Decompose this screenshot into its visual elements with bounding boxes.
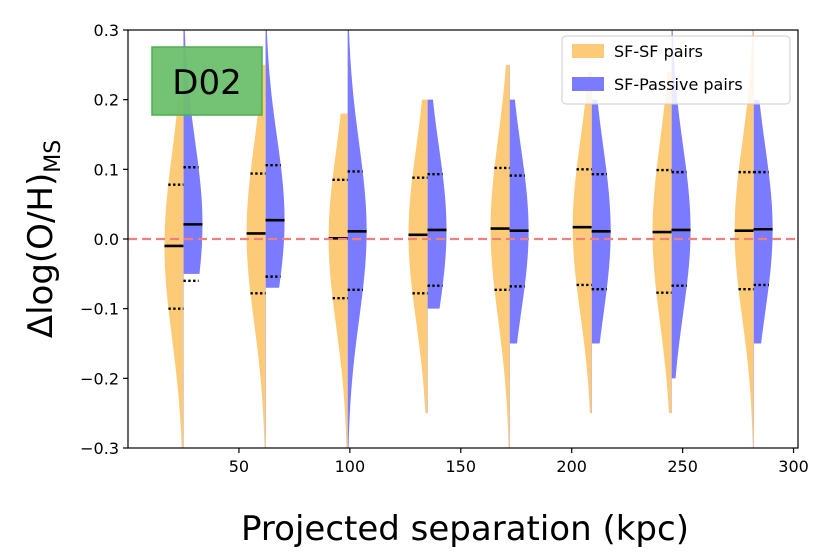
violin-sf-passive-4: [509, 99, 529, 344]
legend-label-sf-passive: SF-Passive pairs: [614, 75, 743, 94]
legend-swatch-sf-sf: [572, 44, 604, 58]
violin-sf-sf-6: [652, 71, 672, 414]
violin-sf-passive-3: [427, 99, 447, 309]
x-tick-label-250: 250: [667, 457, 698, 476]
y-axis-ticks: −0.3 −0.2 −0.1 0.0 0.1 0.2 0.3: [80, 21, 128, 458]
violin-sf-sf-2: [328, 113, 348, 448]
y-axis-title: Δlog(O/H)MS: [21, 140, 66, 338]
panel-label-box: [151, 46, 263, 116]
x-tick-label-50: 50: [229, 457, 249, 476]
panel-label: D02: [151, 46, 263, 116]
y-tick-label-4: 0.1: [94, 160, 119, 179]
y-tick-label-6: 0.3: [94, 21, 119, 40]
median-marks-layer: [164, 218, 773, 248]
x-tick-label-150: 150: [446, 457, 477, 476]
violin-sf-passive-6: [671, 30, 691, 379]
x-tick-label-200: 200: [556, 457, 587, 476]
violin-sf-sf-3: [408, 99, 428, 414]
violin-sf-passive-5: [591, 99, 611, 344]
y-tick-label-3: 0.0: [94, 230, 119, 249]
legend: SF-SF pairs SF-Passive pairs: [561, 35, 791, 105]
svg-text:Δlog(O/H)MS: Δlog(O/H)MS: [21, 140, 66, 338]
legend-swatch-sf-passive: [572, 77, 604, 91]
y-axis-title-main: Δlog(O/H): [21, 173, 61, 338]
violin-sf-sf-5: [572, 71, 592, 414]
violin-sf-sf-0: [164, 99, 184, 449]
y-axis-title-subscript: MS: [41, 140, 66, 173]
panel-label-text: D02: [172, 63, 241, 103]
legend-label-sf-sf: SF-SF pairs: [614, 42, 703, 61]
violin-sf-sf-4: [490, 64, 510, 448]
violin-sf-passive-7: [753, 99, 773, 344]
y-tick-label-5: 0.2: [94, 91, 119, 110]
legend-frame: [561, 35, 791, 105]
x-axis-ticks: 50 100 150 200 250 300: [229, 448, 809, 476]
violin-sf-sf-1: [246, 64, 266, 448]
x-tick-label-300: 300: [778, 457, 809, 476]
y-tick-label-1: −0.2: [80, 369, 119, 388]
x-tick-label-100: 100: [335, 457, 366, 476]
y-tick-label-0: −0.3: [80, 439, 119, 458]
x-axis-title: Projected separation (kpc): [241, 509, 689, 549]
y-tick-label-2: −0.1: [80, 300, 119, 319]
violin-sf-passive-1: [265, 30, 285, 288]
